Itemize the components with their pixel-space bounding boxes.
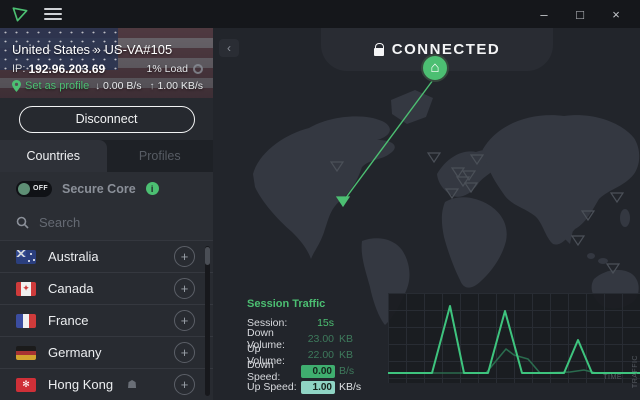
country-row-canada[interactable]: Canada + [0,273,213,305]
expand-canada-button[interactable]: + [174,278,195,299]
session-traffic-title: Session Traffic [247,298,326,310]
country-name: United States [12,42,91,57]
session-duration-value: 15s [317,317,334,329]
country-row-australia[interactable]: Australia + [0,241,213,273]
up-volume-row: Up Volume: 22.00 KB [247,343,354,367]
us-flag-canton [0,28,118,70]
server-marker-icon[interactable] [329,161,345,173]
traffic-axis-label: TRAFFIC [632,355,639,389]
down-speed-row: Down Speed: 0.00 B/s [247,359,355,383]
server-marker-icon[interactable] [444,188,460,200]
expand-france-button[interactable]: + [174,310,195,331]
secure-core-label: Secure Core [62,181,136,196]
server-marker-icon[interactable] [570,235,586,247]
sidebar: United States » US-VA#105 IP: 192.96.203… [0,28,213,400]
protonvpn-logo-icon [12,7,28,22]
up-volume-value: 22.00 [307,349,334,361]
session-traffic-panel: Session Traffic Session: 15s Down Volume… [247,298,363,395]
server-marker-icon[interactable] [605,263,621,275]
time-axis-label: TIME [603,374,622,381]
connection-status-text: CONNECTED [391,41,501,58]
pin-icon [12,80,21,92]
connected-home-pin[interactable]: ⌂ [421,54,449,82]
secure-core-row: OFF Secure Core i [0,172,213,205]
up-speed-badge: 1.00 [301,380,335,394]
connection-header: United States » US-VA#105 IP: 192.96.203… [0,28,213,98]
tor-onion-icon: ☗ [127,379,137,391]
search-row [0,205,213,241]
toggle-state-label: OFF [33,185,48,192]
up-speed-row: Up Speed: 1.00 KB/s [247,380,362,394]
world-map: ‹ CONNECTED ⌂ Session Traffic Session: 1… [213,28,640,400]
server-load: 1% Load [146,63,188,75]
server-marker-icon[interactable] [580,210,596,222]
country-row-germany[interactable]: Germany + [0,337,213,369]
tab-countries[interactable]: Countries [0,140,107,172]
upload-speed: ↑ 1.00 KB/s [149,80,203,92]
separator: » [93,42,101,57]
session-duration-row: Session: 15s [247,317,334,329]
country-row-france[interactable]: France + [0,305,213,337]
country-list: Australia + Canada + France + Germany + … [0,241,213,400]
expand-germany-button[interactable]: + [174,342,195,363]
server-marker-icon[interactable] [463,182,479,194]
server-marker-icon[interactable] [335,196,351,208]
server-marker-icon[interactable] [461,170,477,182]
search-icon [16,216,29,229]
down-volume-row: Down Volume: 23.00 KB [247,327,354,351]
server-marker-icon[interactable] [609,192,625,204]
scrollbar-thumb[interactable] [205,247,210,265]
traffic-graph-lines [388,305,640,374]
scrollbar[interactable] [205,246,210,396]
info-icon[interactable]: i [145,182,159,195]
expand-australia-button[interactable]: + [174,246,195,267]
tab-profiles[interactable]: Profiles [138,149,181,163]
server-marker-icon[interactable] [450,167,466,179]
lock-icon [373,42,385,56]
minimize-button[interactable]: – [540,6,548,22]
down-arrow-icon: ↓ [95,81,101,92]
traffic-graph: TIME TRAFFIC [388,293,640,388]
collapse-sidebar-button[interactable]: ‹ [219,39,239,57]
search-input[interactable] [39,215,179,230]
server-marker-icon[interactable] [426,152,442,164]
country-row-hong-kong[interactable]: Hong Kong ☗ + [0,369,213,400]
load-donut-icon [193,64,203,74]
server-marker-icon[interactable] [455,176,471,188]
server-marker-icon[interactable] [469,154,485,166]
up-traffic-line [388,305,640,374]
set-as-profile-link[interactable]: Set as profile [12,80,89,92]
down-speed-badge: 0.00 [301,364,335,378]
map-markers-overlay [329,79,625,275]
toggle-knob [18,182,30,195]
disconnect-button[interactable]: Disconnect [18,105,195,133]
close-button[interactable]: × [612,6,620,22]
title-bar: – □ × [0,0,640,28]
canada-flag-icon [16,281,36,296]
down-volume-value: 23.00 [307,333,334,345]
australia-flag-icon [16,249,36,264]
maximize-button[interactable]: □ [576,6,584,22]
up-arrow-icon: ↑ [149,81,155,92]
home-icon: ⌂ [430,58,440,76]
server-name: US-VA#105 [104,42,173,57]
expand-hong-kong-button[interactable]: + [174,374,195,395]
france-flag-icon [16,313,36,328]
ip-address: 192.96.203.69 [28,62,106,76]
sidebar-tabs: Countries Profiles [0,140,213,172]
secure-core-toggle[interactable]: OFF [16,180,52,197]
hong-kong-flag-icon [16,377,36,392]
server-title: United States » US-VA#105 [12,42,203,57]
ip-label: IP: [12,63,26,75]
germany-flag-icon [16,345,36,360]
down-traffic-line [388,348,640,374]
menu-icon[interactable] [44,8,62,20]
download-speed: ↓ 0.00 B/s [95,80,142,92]
